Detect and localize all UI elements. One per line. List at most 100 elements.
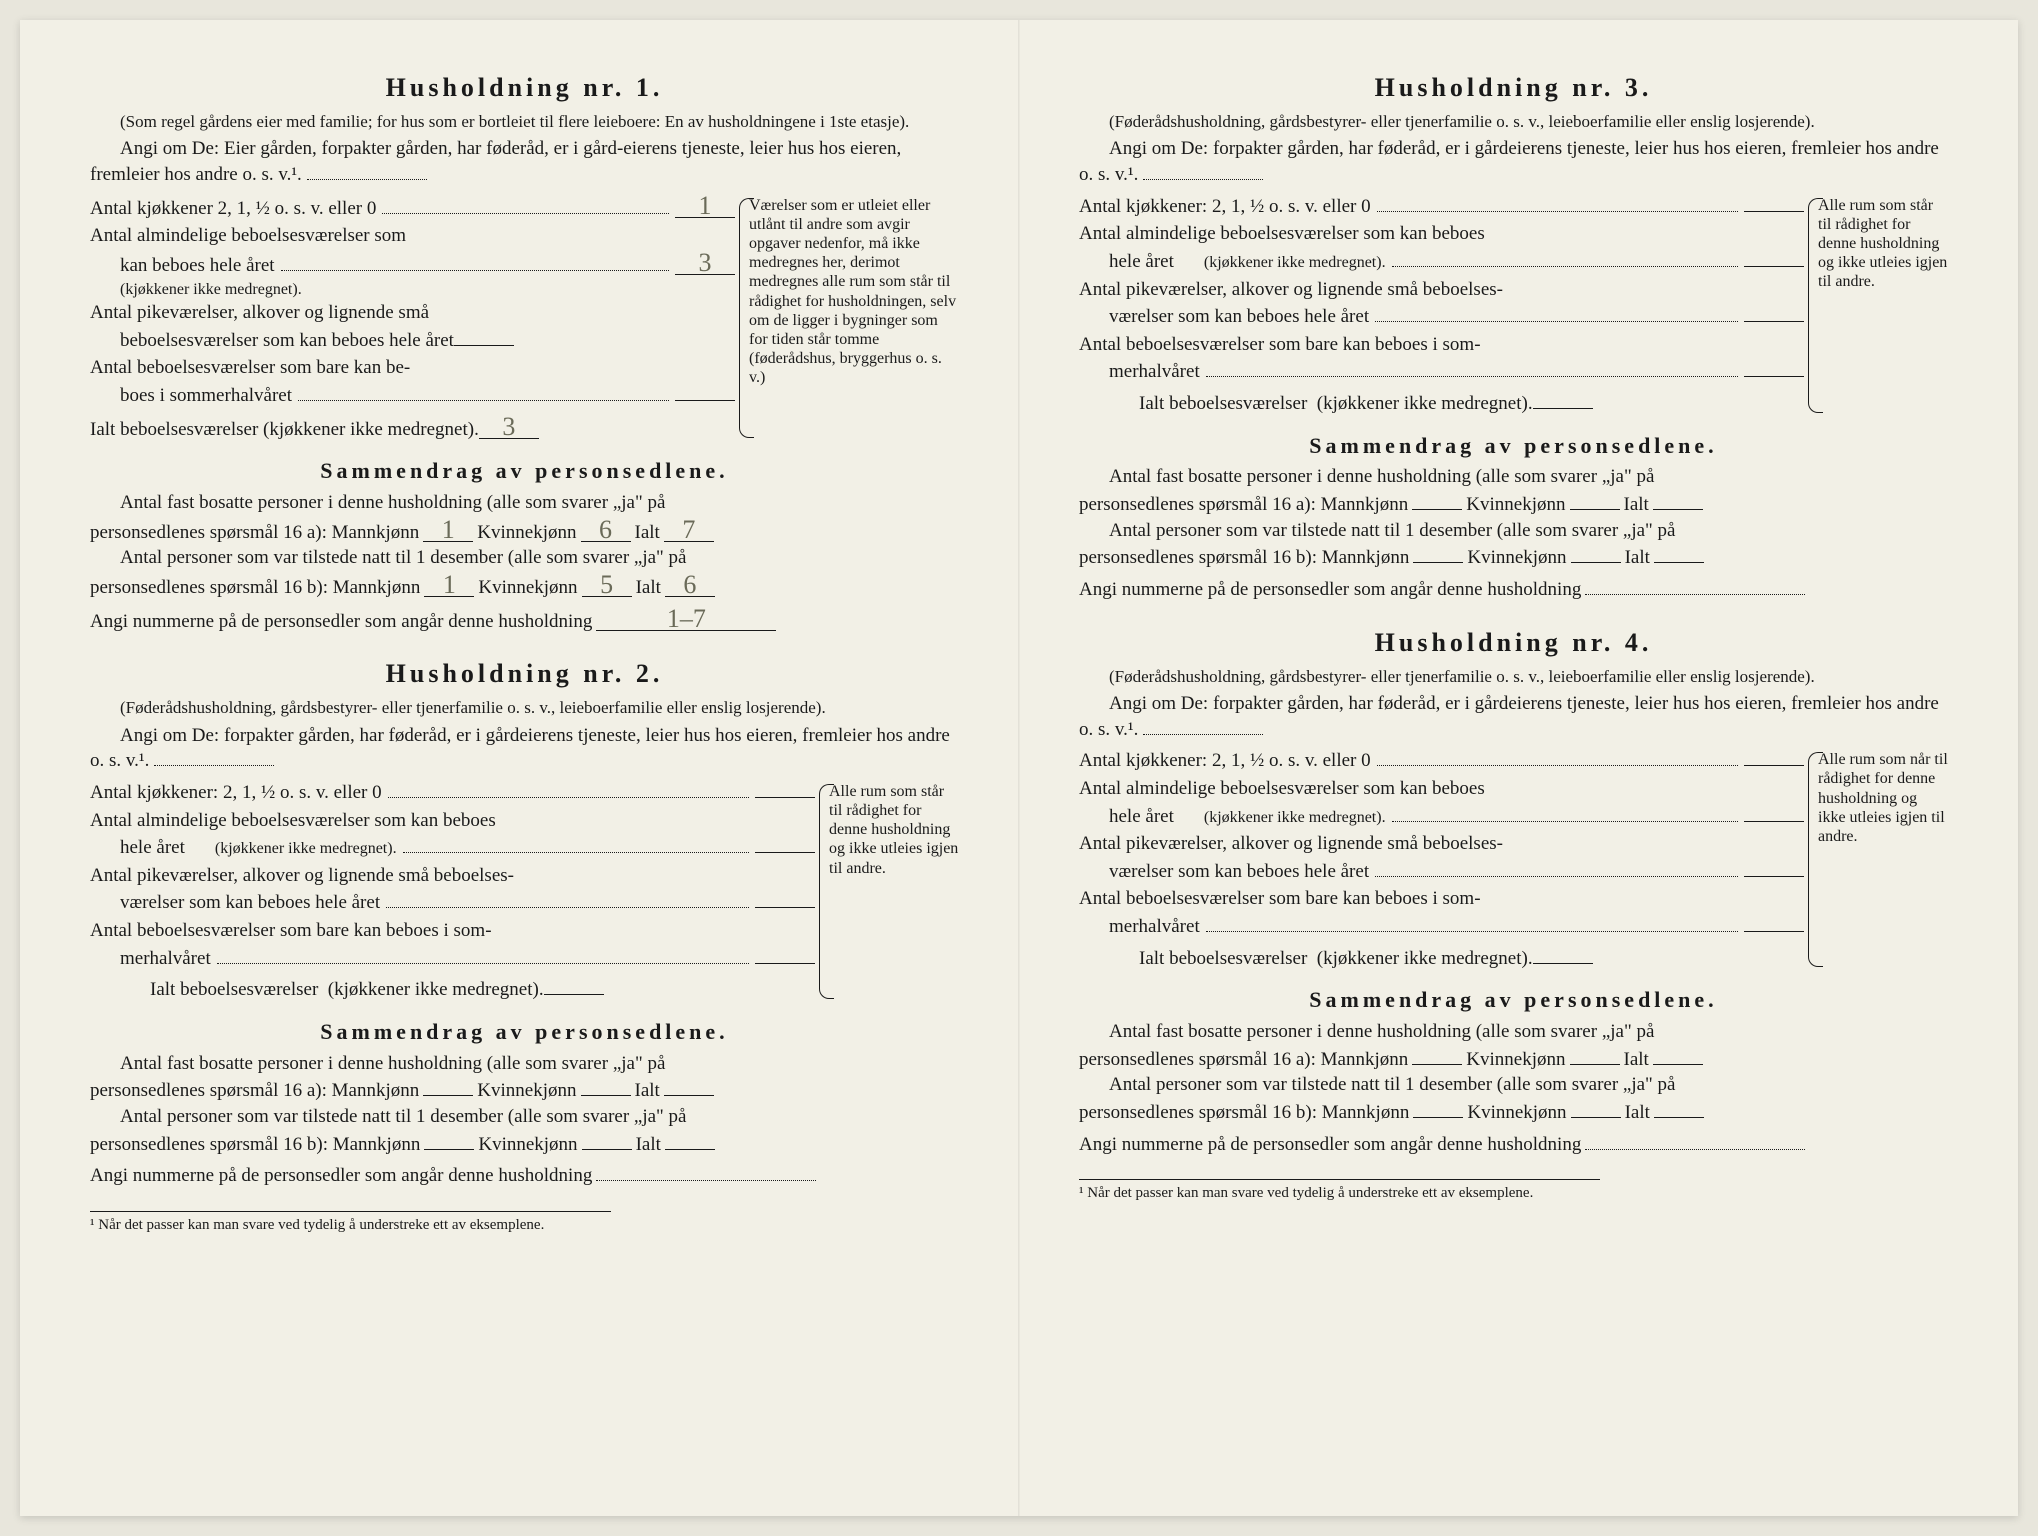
hh2-q-rooms-cont: hele året (kjøkkener ikke medregnet).	[90, 835, 815, 861]
hh4-sammendrag-title: Sammendrag av personsedlene.	[1079, 985, 1948, 1015]
hh1-s-i1: 7	[664, 518, 714, 542]
hh3-s-i2	[1654, 562, 1704, 563]
hh3-ialt1: Ialt	[1624, 492, 1649, 518]
hh2-kvinne1: Kvinnekjønn	[477, 1078, 576, 1104]
hh1-q-pike: Antal pikeværelser, alkover og lignende …	[90, 300, 735, 326]
hh4-q-rooms-paren: (kjøkkener ikke medregnet).	[1174, 807, 1386, 829]
hh4-q-summer-label: Antal beboelsesværelser som bare kan beb…	[1079, 886, 1481, 912]
hh1-q-total-val: 3	[479, 415, 539, 439]
hh2-q-pike: Antal pikeværelser, alkover og lignende …	[90, 863, 815, 889]
hh2-s-line1: Antal fast bosatte personer i denne hush…	[90, 1051, 959, 1077]
hh1-angi-text: Angi om De: Eier gården, forpakter gårde…	[90, 138, 901, 185]
hh4-s-line1b-lbl: personsedlenes spørsmål 16 a): Mannkjønn	[1079, 1047, 1408, 1073]
hh3-q-rooms-cont-label: hele året	[1079, 249, 1174, 275]
hh1-q-summer-cont: boes i sommerhalvåret	[90, 383, 735, 409]
hh2-lines: Antal kjøkkener: 2, 1, ½ o. s. v. eller …	[90, 780, 959, 1003]
hh1-q-pike-cont: beboelsesværelser som kan beboes hele år…	[90, 328, 735, 354]
page-right: Husholdning nr. 3. (Føderådshusholdning,…	[1019, 20, 2018, 1516]
hh1-s-k2: 5	[582, 573, 632, 597]
hh1-lines: Antal kjøkkener 2, 1, ½ o. s. v. eller 0…	[90, 194, 959, 443]
hh3-q-summer: Antal beboelsesværelser som bare kan beb…	[1079, 332, 1804, 358]
hh3-lines: Antal kjøkkener: 2, 1, ½ o. s. v. eller …	[1079, 194, 1948, 417]
footnote-left: ¹ Når det passer kan man svare ved tydel…	[90, 1211, 611, 1235]
hh1-s-line1b: personsedlenes spørsmål 16 a): Mannkjønn…	[90, 518, 959, 546]
hh2-sammendrag-title: Sammendrag av personsedlene.	[90, 1017, 959, 1047]
hh1-s-line2: Antal personer som var tilstede natt til…	[90, 545, 959, 571]
hh3-s-k1	[1570, 509, 1620, 510]
hh1-s-num-lbl: Angi nummerne på de personsedler som ang…	[90, 609, 592, 635]
hh2-s-num-val	[596, 1180, 816, 1181]
hh3-s-line2b-lbl: personsedlenes spørsmål 16 b): Mannkjønn	[1079, 545, 1409, 571]
hh2-q-rooms-val	[755, 852, 815, 853]
hh2-subnote: (Føderådshusholdning, gårdsbestyrer- ell…	[90, 697, 959, 718]
hh4-q-rooms-label: Antal almindelige beboelsesværelser som …	[1079, 776, 1485, 802]
hh3-s-line1: Antal fast bosatte personer i denne hush…	[1079, 464, 1948, 490]
hh3-q-rooms-cont: hele året (kjøkkener ikke medregnet).	[1079, 249, 1804, 275]
hh3-angi-text: Angi om De: forpakter gården, har føderå…	[1079, 138, 1939, 185]
hh2-q-pike-cont-label: værelser som kan beboes hele året	[90, 890, 380, 916]
hh2-q-summer: Antal beboelsesværelser som bare kan beb…	[90, 918, 815, 944]
hh4-q-pike: Antal pikeværelser, alkover og lignende …	[1079, 831, 1804, 857]
hh1-lines-left: Antal kjøkkener 2, 1, ½ o. s. v. eller 0…	[90, 194, 735, 443]
hh1-q-rooms: Antal almindelige beboelsesværelser som	[90, 223, 735, 249]
hh4-sidenote: Alle rum som når til rådighet for denne …	[1818, 748, 1948, 971]
hh4-q-rooms-val	[1744, 821, 1804, 822]
hh1-kvinne2: Kvinnekjønn	[478, 575, 577, 601]
hh2-angi: Angi om De: forpakter gården, har føderå…	[90, 723, 959, 774]
hh4-s-num-val	[1585, 1149, 1805, 1150]
hh4-q-rooms-cont: hele året (kjøkkener ikke medregnet).	[1079, 804, 1804, 830]
hh4-subnote: (Føderådshusholdning, gårdsbestyrer- ell…	[1079, 666, 1948, 687]
hh3-s-m2	[1413, 562, 1463, 563]
hh4-kvinne1: Kvinnekjønn	[1466, 1047, 1565, 1073]
hh1-q-pike-val	[454, 345, 514, 346]
hh3-kvinne1: Kvinnekjønn	[1466, 492, 1565, 518]
hh4-angi: Angi om De: forpakter gården, har føderå…	[1079, 691, 1948, 742]
hh2-s-k2	[582, 1149, 632, 1150]
hh3-q-summer-cont-label: merhalvåret	[1079, 359, 1200, 385]
hh4-q-summer-cont: merhalvåret	[1079, 914, 1804, 940]
hh1-q-kitchens: Antal kjøkkener 2, 1, ½ o. s. v. eller 0…	[90, 194, 735, 222]
hh3-sammendrag-title: Sammendrag av personsedlene.	[1079, 431, 1948, 461]
hh2-lines-left: Antal kjøkkener: 2, 1, ½ o. s. v. eller …	[90, 780, 815, 1003]
hh1-q-rooms-cont: kan beboes hele året 3	[90, 251, 735, 279]
hh1-ialt2: Ialt	[636, 575, 661, 601]
hh4-q-pike-cont: værelser som kan beboes hele året	[1079, 859, 1804, 885]
hh2-title: Husholdning nr. 2.	[90, 656, 959, 691]
hh2-s-line2b-lbl: personsedlenes spørsmål 16 b): Mannkjønn	[90, 1132, 420, 1158]
hh1-s-num-val: 1–7	[596, 607, 776, 631]
hh4-s-k1	[1570, 1064, 1620, 1065]
hh4-s-line2b-lbl: personsedlenes spørsmål 16 b): Mannkjønn	[1079, 1100, 1409, 1126]
hh4-q-kitchens-val	[1744, 765, 1804, 766]
hh4-s-line2b: personsedlenes spørsmål 16 b): Mannkjønn…	[1079, 1100, 1948, 1126]
hh3-q-summer-label: Antal beboelsesværelser som bare kan beb…	[1079, 332, 1481, 358]
hh3-q-kitchens-label: Antal kjøkkener: 2, 1, ½ o. s. v. eller …	[1079, 194, 1371, 220]
hh4-s-line2: Antal personer som var tilstede natt til…	[1079, 1072, 1948, 1098]
hh3-s-num-val	[1585, 594, 1805, 595]
hh4-s-m1	[1412, 1064, 1462, 1065]
hh4-q-total: Ialt beboelsesværelser (kjøkkener ikke m…	[1079, 946, 1804, 972]
hh4-s-k2	[1571, 1117, 1621, 1118]
hh3-q-rooms: Antal almindelige beboelsesværelser som …	[1079, 221, 1804, 247]
hh1-q-summer: Antal beboelsesværelser som bare kan be-	[90, 355, 735, 381]
hh3-s-line1b: personsedlenes spørsmål 16 a): Mannkjønn…	[1079, 492, 1948, 518]
household-4: Husholdning nr. 4. (Føderådshusholdning,…	[1079, 625, 1948, 1158]
hh4-s-num-lbl: Angi nummerne på de personsedler som ang…	[1079, 1132, 1581, 1158]
hh1-sidenote: Værelser som er utleiet eller utlånt til…	[749, 194, 959, 443]
hh1-ialt1: Ialt	[635, 520, 660, 546]
hh1-subnote: (Som regel gårdens eier med familie; for…	[90, 111, 959, 132]
hh3-q-total-val	[1533, 408, 1593, 409]
hh2-s-i1	[664, 1095, 714, 1096]
hh2-q-summer-cont-label: merhalvåret	[90, 946, 211, 972]
page-left: Husholdning nr. 1. (Som regel gårdens ei…	[20, 20, 1019, 1516]
hh2-q-rooms-label: Antal almindelige beboelsesværelser som …	[90, 808, 496, 834]
hh1-q-summer-cont-label: boes i sommerhalvåret	[90, 383, 292, 409]
hh3-kvinne2: Kvinnekjønn	[1467, 545, 1566, 571]
hh1-q-kitchens-label: Antal kjøkkener 2, 1, ½ o. s. v. eller 0	[90, 196, 376, 222]
household-2: Husholdning nr. 2. (Føderådshusholdning,…	[90, 656, 959, 1189]
hh4-q-total-val	[1533, 963, 1593, 964]
hh2-s-line2b: personsedlenes spørsmål 16 b): Mannkjønn…	[90, 1132, 959, 1158]
hh2-s-num: Angi nummerne på de personsedler som ang…	[90, 1163, 959, 1189]
hh3-subnote: (Føderådshusholdning, gårdsbestyrer- ell…	[1079, 111, 1948, 132]
hh2-s-m1	[423, 1095, 473, 1096]
hh4-kvinne2: Kvinnekjønn	[1467, 1100, 1566, 1126]
